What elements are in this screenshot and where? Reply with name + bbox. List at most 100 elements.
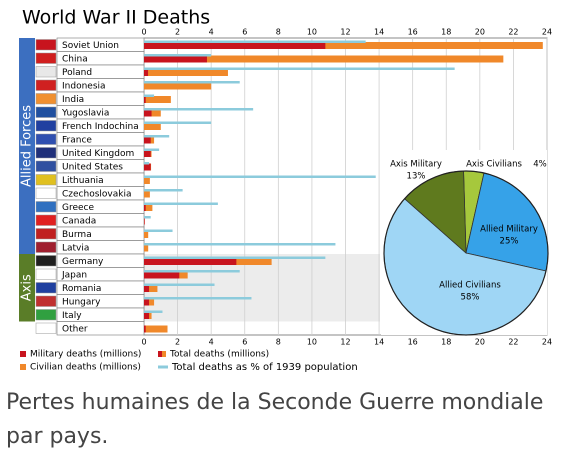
slice-value-label: 25%	[500, 237, 519, 247]
axis-background	[144, 254, 380, 322]
category-label: Czechoslovakia	[62, 189, 131, 199]
category-label: Indonesia	[62, 81, 106, 91]
category-label: Yugoslavia	[61, 108, 109, 118]
flag	[35, 79, 57, 91]
slice-label: Allied Military	[480, 225, 538, 235]
slice-label: Axis Military	[390, 160, 442, 170]
x-tick-label: 18	[441, 338, 451, 347]
group-band	[19, 254, 35, 322]
x-tick-label: 14	[374, 338, 384, 347]
percent-bar	[144, 81, 240, 84]
bar	[144, 42, 543, 49]
category-label: Greece	[62, 203, 94, 213]
category-label: Italy	[62, 311, 82, 321]
category-label: Romania	[62, 284, 101, 294]
legend-swatch	[158, 365, 168, 369]
bar	[144, 244, 149, 252]
x-tick-label: 22	[508, 28, 518, 37]
percent-bar	[144, 310, 163, 313]
bar	[144, 298, 150, 306]
percent-bar	[144, 270, 240, 273]
category-label: Poland	[62, 68, 92, 78]
flag	[35, 174, 57, 186]
flag	[35, 282, 57, 294]
bar	[144, 96, 171, 103]
flag	[35, 39, 57, 51]
bar	[144, 312, 150, 319]
percent-bar	[144, 148, 160, 151]
x-tick-label: 8	[276, 338, 281, 347]
x-tick-label: 14	[374, 28, 384, 37]
category-label: United States	[62, 162, 123, 172]
percent-bar	[144, 40, 366, 43]
flag	[35, 52, 57, 64]
pie-outline	[383, 170, 549, 336]
flag	[35, 160, 57, 172]
legend-label: Total deaths (millions)	[169, 350, 269, 360]
percent-bar	[144, 216, 151, 219]
x-tick-label: 16	[408, 338, 418, 347]
slice-value-label: 13%	[407, 172, 426, 182]
slice-value-label: 58%	[461, 293, 480, 303]
x-tick-label: 0	[141, 28, 146, 37]
bar	[144, 217, 145, 225]
bar	[144, 204, 153, 211]
slice-label: Axis Civilians	[466, 160, 522, 170]
bar	[144, 123, 161, 130]
bar	[144, 82, 212, 90]
category-label: French Indochina	[62, 122, 139, 132]
percent-bar	[144, 243, 336, 246]
percent-bar	[144, 108, 254, 111]
x-tick-label: 6	[242, 338, 247, 347]
bar	[144, 271, 180, 279]
category-label: Japan	[61, 270, 87, 280]
flag	[35, 147, 57, 159]
x-tick-label: 4	[209, 28, 214, 37]
bar	[144, 190, 150, 198]
percent-bar	[144, 202, 218, 205]
bar	[144, 55, 504, 63]
x-tick-label: 24	[542, 338, 552, 347]
x-tick-label: 2	[175, 338, 180, 347]
bar	[144, 55, 207, 63]
caption: Pertes humaines de la Seconde Guerre mon…	[6, 390, 544, 449]
slice-value-label: 4%	[533, 160, 547, 170]
bar	[144, 150, 151, 157]
bar	[144, 136, 151, 144]
category-label: Other	[62, 324, 88, 334]
percent-bar	[144, 135, 170, 138]
chart-title: World War II Deaths	[22, 7, 210, 29]
category-label: Soviet Union	[62, 41, 119, 51]
x-tick-label: 12	[340, 338, 350, 347]
legend-label: Total deaths as % of 1939 population	[171, 362, 358, 373]
percent-bar	[144, 162, 150, 165]
x-tick-label: 10	[307, 28, 317, 37]
category-label: Canada	[62, 216, 96, 226]
flag	[35, 322, 57, 334]
percent-bar	[144, 283, 215, 286]
percent-bar	[144, 229, 173, 232]
flag	[35, 106, 57, 118]
category-label: France	[62, 135, 92, 145]
legend-swatch	[162, 351, 166, 357]
bar	[144, 69, 228, 76]
bar	[144, 96, 146, 103]
flag	[35, 268, 57, 280]
percent-bar	[144, 67, 455, 70]
legend-swatch	[158, 351, 162, 357]
bar	[144, 42, 326, 49]
x-tick-label: 2	[175, 28, 180, 37]
bar	[144, 69, 149, 76]
category-label: Burma	[62, 230, 92, 240]
flag	[35, 66, 57, 78]
flag	[35, 309, 57, 321]
x-tick-label: 6	[242, 28, 247, 37]
flag	[35, 214, 57, 226]
legend-swatch	[20, 351, 26, 357]
category-label: India	[62, 95, 84, 105]
bar	[144, 177, 150, 184]
x-tick-label: 8	[276, 28, 281, 37]
percent-bar	[144, 121, 212, 124]
chart: World War II Deaths 00224466881010121214…	[19, 7, 552, 373]
